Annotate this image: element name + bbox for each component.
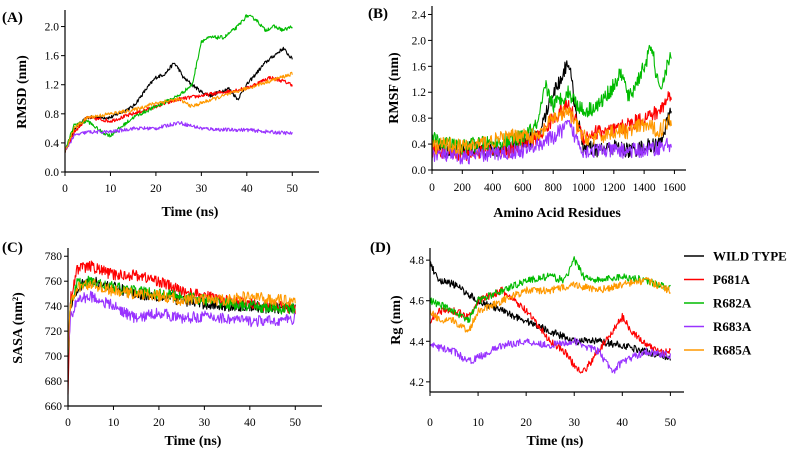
x-tick-label: 0 xyxy=(427,417,433,429)
y-tick-label: 760 xyxy=(45,276,63,288)
panel-2: 0 10 20 30 40 50 660 680 700 720 740 760 780 (C) Time … xyxy=(2,240,322,449)
y-axis-title: Rg (nm) xyxy=(389,295,404,345)
x-axis-title: Time (ns) xyxy=(162,205,219,220)
x-tick-label: 20 xyxy=(153,417,165,429)
x-tick-label: 50 xyxy=(665,417,677,429)
x-tick-label: 1200 xyxy=(602,182,625,194)
legend-label: R682A xyxy=(713,296,752,311)
x-tick-label: 20 xyxy=(520,417,532,429)
panel-1: 0 200 400 600 800 1000 1200 1400 1600 0.0 0.4 0.8 1.… xyxy=(368,6,686,221)
legend-label: R685A xyxy=(713,343,752,358)
legend-label: P681A xyxy=(713,272,750,287)
series-line-r685a xyxy=(67,278,296,354)
x-axis-title: Amino Acid Residues xyxy=(493,206,621,221)
x-tick-label: 40 xyxy=(241,183,253,195)
legend-label: R683A xyxy=(713,319,752,334)
x-tick-label: 800 xyxy=(545,182,563,194)
x-axis-title: Time (ns) xyxy=(527,434,584,449)
series-line-r683a xyxy=(429,337,671,374)
x-tick-label: 0 xyxy=(62,183,68,195)
y-tick-label: 0.4 xyxy=(412,139,427,151)
x-tick-label: 0 xyxy=(429,182,435,194)
x-tick-label: 20 xyxy=(150,183,162,195)
series-line-r685a xyxy=(429,276,671,333)
y-tick-label: 4.2 xyxy=(410,377,425,389)
x-tick-label: 0 xyxy=(65,417,71,429)
y-tick-label: 1.6 xyxy=(412,61,427,73)
y-tick-label: 740 xyxy=(45,301,63,313)
x-tick-label: 1600 xyxy=(663,182,686,194)
series-line-p681a xyxy=(429,286,671,374)
y-tick-label: 2.4 xyxy=(412,9,427,21)
panel-label: (B) xyxy=(368,6,388,22)
legend: WILD TYPE P681A R682A R683A R685A xyxy=(684,249,787,358)
y-tick-label: 0.8 xyxy=(45,109,60,121)
legend-label: WILD TYPE xyxy=(713,249,787,264)
series-line-p681a xyxy=(67,260,296,395)
x-tick-label: 200 xyxy=(454,182,472,194)
y-tick-label: 2.0 xyxy=(412,35,427,47)
series-line-r683a xyxy=(431,119,672,165)
panel-label: (C) xyxy=(2,240,23,256)
panel-0: 0 10 20 30 40 50 0.0 0.4 0.8 1.2 1.6 2.0 (A) Time (ns… xyxy=(2,10,319,220)
y-tick-label: 700 xyxy=(45,351,63,363)
y-tick-label: 680 xyxy=(45,376,63,388)
y-tick-label: 0.0 xyxy=(412,165,427,177)
y-tick-label: 1.2 xyxy=(45,80,60,92)
y-tick-label: 660 xyxy=(45,401,63,413)
series-line-wild-type xyxy=(429,261,671,361)
series-line-r685a xyxy=(64,71,293,151)
panel-label: (A) xyxy=(2,10,23,26)
series-line-r683a xyxy=(67,290,296,351)
series-line-wild-type xyxy=(64,46,293,154)
y-tick-label: 4.6 xyxy=(410,296,425,308)
x-tick-label: 50 xyxy=(290,417,302,429)
y-axis-title: RMSD (nm) xyxy=(15,55,30,129)
series-line-p681a xyxy=(64,75,293,154)
x-tick-label: 30 xyxy=(196,183,208,195)
x-tick-label: 10 xyxy=(105,183,117,195)
x-tick-label: 1400 xyxy=(633,182,656,194)
x-tick-label: 30 xyxy=(199,417,211,429)
y-tick-label: 2.0 xyxy=(45,22,60,34)
y-axis-title: SASA (nm²) xyxy=(11,292,26,364)
x-axis-title: Time (ns) xyxy=(165,434,222,449)
panel-label: (D) xyxy=(370,240,391,256)
panel-3: 0 10 20 30 40 50 4.2 4.4 4.6 4.8 (D) Time (ns) Rg (n… xyxy=(370,240,684,449)
series-line-r682a xyxy=(429,256,671,324)
y-tick-label: 1.6 xyxy=(45,51,60,63)
x-tick-label: 40 xyxy=(244,417,256,429)
y-tick-label: 0.4 xyxy=(45,138,60,150)
x-tick-label: 1000 xyxy=(572,182,595,194)
x-tick-label: 30 xyxy=(568,417,580,429)
x-tick-label: 10 xyxy=(108,417,120,429)
y-tick-label: 4.4 xyxy=(410,336,425,348)
y-tick-label: 780 xyxy=(45,251,63,263)
y-tick-label: 0.8 xyxy=(412,113,427,125)
series-line-r685a xyxy=(431,105,672,155)
x-tick-label: 10 xyxy=(472,417,484,429)
y-tick-label: 4.8 xyxy=(410,255,425,267)
x-tick-label: 40 xyxy=(617,417,629,429)
y-tick-label: 1.2 xyxy=(412,87,427,99)
x-tick-label: 50 xyxy=(287,183,299,195)
y-axis-title: RMSF (nm) xyxy=(387,52,402,124)
x-tick-label: 600 xyxy=(514,182,532,194)
series-line-r683a xyxy=(64,121,293,151)
x-tick-label: 400 xyxy=(484,182,502,194)
y-tick-label: 0.0 xyxy=(45,167,60,179)
y-tick-label: 720 xyxy=(45,326,63,338)
